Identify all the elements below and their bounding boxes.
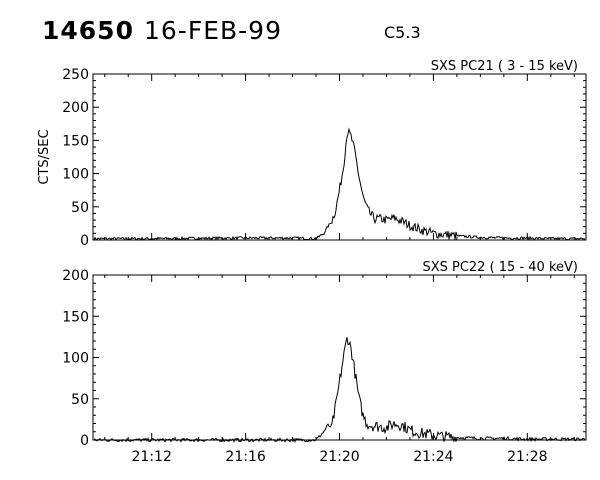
y-tick-label: 50	[71, 200, 89, 216]
plot-frame-1	[92, 73, 587, 241]
x-tick-label: 21:20	[319, 449, 359, 465]
event-id: 14650	[42, 16, 134, 45]
y-tick-label: 200	[62, 268, 89, 284]
y-tick-label: 100	[62, 167, 89, 183]
x-tick-label: 21:12	[132, 449, 172, 465]
y-tick-label: 250	[62, 67, 89, 83]
series-line-1	[93, 127, 586, 241]
y-tick-label: 0	[80, 433, 89, 449]
y-tick-label: 0	[80, 233, 89, 249]
y-tick-label: 150	[62, 133, 89, 149]
y-tick-label: 50	[71, 392, 89, 408]
panel-title-1: SXS PC21 ( 3 - 15 keV)	[431, 59, 578, 74]
flare-class: C5.3	[384, 23, 421, 42]
x-tick-label: 21:28	[507, 449, 547, 465]
x-tick-label: 21:24	[413, 449, 453, 465]
y-tick-label: 150	[62, 309, 89, 325]
y-tick-label: 200	[62, 100, 89, 116]
series-line-2	[93, 337, 586, 444]
plot-frame-2	[92, 274, 587, 441]
y-axis-label: CTS/SEC	[37, 129, 52, 184]
event-date: 16-FEB-99	[144, 16, 282, 45]
panel-title-2: SXS PC22 ( 15 - 40 keV)	[422, 260, 578, 275]
x-tick-label: 21:16	[225, 449, 265, 465]
y-tick-label: 100	[62, 351, 89, 367]
